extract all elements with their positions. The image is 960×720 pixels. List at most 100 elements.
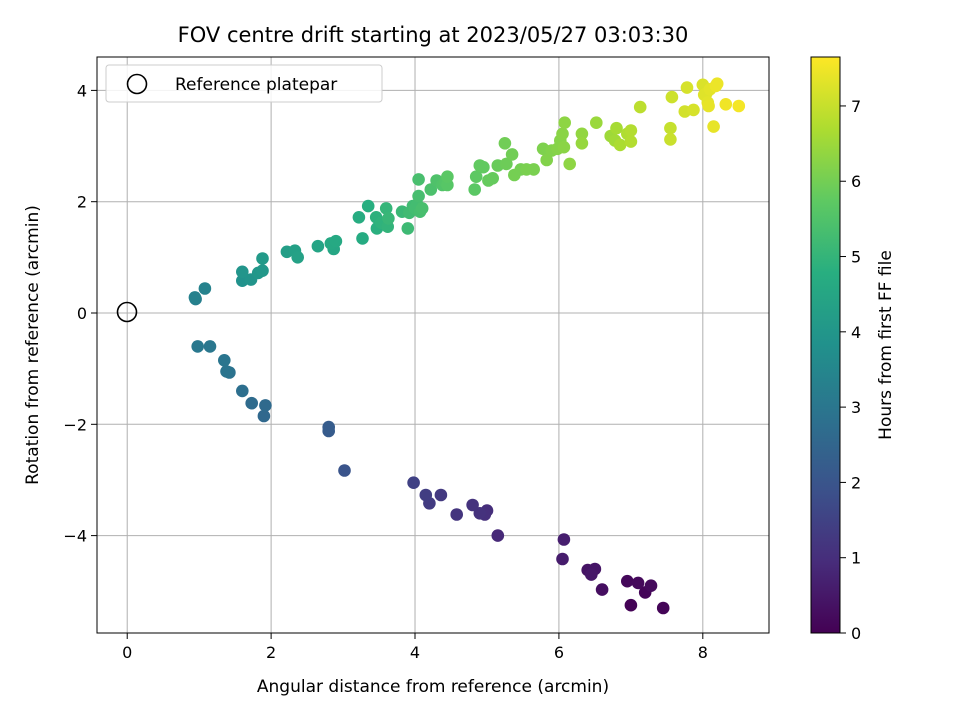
data-point	[557, 533, 571, 546]
plot-frame	[96, 56, 770, 634]
data-point	[401, 222, 415, 235]
data-point	[245, 396, 258, 410]
data-point	[450, 508, 464, 521]
data-point	[329, 234, 343, 248]
data-point	[218, 354, 231, 367]
legend-entry-reference-platepar: Reference platepar	[175, 75, 337, 95]
x-tick-label: 0	[122, 643, 132, 662]
data-point	[468, 183, 482, 196]
data-point	[498, 137, 512, 150]
data-point	[664, 133, 677, 146]
data-point	[311, 239, 325, 253]
data-point	[259, 399, 272, 412]
data-point	[407, 476, 420, 490]
y-tick-label: −4	[63, 527, 87, 546]
data-point	[412, 173, 425, 186]
y-axis-ticks: −4 −2 0 2 4	[63, 81, 97, 546]
data-point	[198, 282, 212, 295]
data-point	[491, 529, 505, 542]
data-point	[665, 90, 679, 104]
data-point	[412, 189, 425, 203]
data-point	[633, 100, 647, 114]
data-point	[434, 488, 448, 502]
data-point	[382, 212, 395, 225]
data-point	[719, 98, 733, 111]
data-point	[687, 103, 700, 117]
data-point	[563, 157, 576, 171]
data-point	[613, 138, 627, 152]
data-point	[644, 579, 658, 592]
data-point	[220, 365, 233, 378]
data-point	[256, 252, 269, 265]
data-point	[236, 384, 249, 398]
y-tick-label: 4	[77, 81, 87, 100]
x-tick-label: 8	[698, 643, 708, 662]
data-point	[322, 420, 336, 434]
data-point	[236, 265, 249, 279]
data-point	[419, 488, 433, 502]
legend-box	[105, 64, 383, 103]
data-point	[556, 127, 569, 141]
data-point	[203, 340, 217, 353]
x-tick-label: 2	[266, 643, 276, 662]
data-point	[610, 121, 623, 135]
x-tick-label: 6	[554, 643, 564, 662]
data-point	[338, 464, 351, 477]
colorbar-label: Hours from first FF file	[876, 250, 896, 440]
colorbar-tick-label: 2	[851, 473, 861, 492]
data-point	[558, 116, 571, 129]
data-point	[680, 81, 694, 94]
data-point	[575, 127, 589, 141]
data-point	[710, 77, 724, 90]
data-point	[415, 202, 429, 215]
data-point	[631, 576, 645, 590]
data-point	[469, 170, 483, 183]
chart-title: FOV centre drift starting at 2023/05/27 …	[178, 23, 689, 47]
data-point	[590, 116, 603, 129]
data-point	[575, 137, 589, 150]
data-point	[556, 552, 569, 566]
data-point	[352, 211, 366, 224]
colorbar-tick-label: 6	[851, 172, 861, 191]
data-point	[656, 601, 670, 615]
y-tick-label: 2	[77, 193, 87, 212]
data-point	[702, 99, 715, 113]
data-point	[291, 250, 305, 264]
reference-platepar-marker	[116, 301, 138, 323]
data-point	[621, 574, 634, 588]
x-axis-ticks: 0 2 4 6 8	[122, 633, 708, 662]
y-axis-label: Rotation from reference (arcmin)	[23, 205, 43, 485]
colorbar-tick-label: 3	[851, 398, 861, 417]
data-point	[500, 157, 513, 171]
legend-marker-icon	[126, 73, 148, 95]
data-point	[486, 172, 500, 185]
data-point	[379, 202, 393, 215]
data-point	[424, 183, 438, 196]
data-point	[624, 598, 638, 612]
colorbar-tick-label: 4	[851, 323, 861, 342]
data-point	[707, 120, 720, 133]
colorbar-tick-label: 0	[851, 624, 861, 643]
data-point	[664, 121, 677, 135]
data-point	[441, 170, 454, 183]
data-point	[466, 498, 479, 512]
colorbar-tick-label: 7	[851, 97, 861, 116]
data-point	[595, 583, 609, 596]
x-tick-label: 4	[410, 643, 420, 662]
y-tick-label: 0	[77, 304, 87, 323]
legend: Reference platepar	[105, 64, 383, 103]
data-point	[585, 568, 598, 581]
data-point	[557, 140, 571, 154]
data-point	[257, 409, 271, 423]
data-point	[356, 232, 369, 245]
data-point	[624, 135, 638, 148]
x-axis-label: Angular distance from reference (arcmin)	[257, 677, 609, 697]
data-point	[540, 153, 553, 167]
colorbar	[810, 56, 841, 634]
data-point	[624, 124, 638, 137]
data-point	[191, 340, 204, 353]
data-point	[361, 199, 375, 213]
colorbar-tick-label: 1	[851, 549, 861, 568]
data-point	[188, 291, 202, 304]
